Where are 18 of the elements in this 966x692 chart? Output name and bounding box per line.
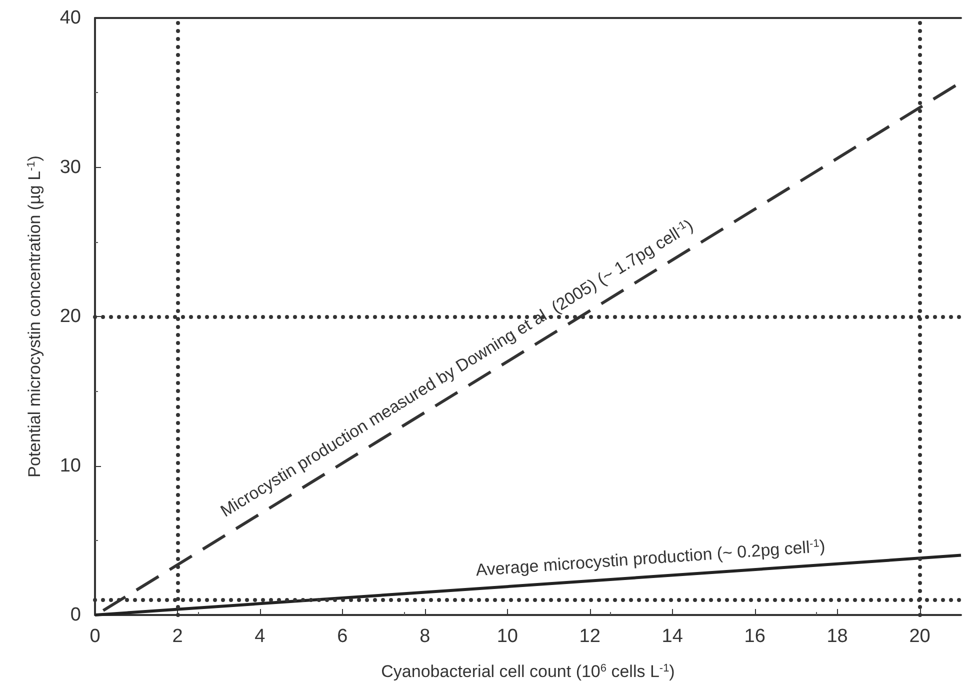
y-axis-title: Potential microcystin concentration (µg L-1) — [25, 156, 44, 478]
x-tick-label: 0 — [90, 626, 100, 647]
x-tick-label: 16 — [744, 626, 766, 647]
y-tick-label: 0 — [70, 604, 81, 626]
x-tick-label: 2 — [172, 626, 183, 647]
y-tick-label: 30 — [60, 156, 81, 178]
annotation: Average microcystin production (~ 0.2pg cell-1) — [475, 536, 826, 580]
x-tick-label: 20 — [909, 626, 930, 647]
x-tick-label: 14 — [662, 626, 684, 647]
x-tick-label: 8 — [420, 626, 430, 647]
x-tick-label: 4 — [254, 626, 266, 647]
y-tick-label: 40 — [60, 8, 81, 28]
x-tick-label: 18 — [826, 626, 848, 647]
x-tick-label: 10 — [496, 626, 518, 647]
x-tick-label: 6 — [337, 626, 348, 647]
y-tick-label: 20 — [60, 306, 81, 327]
y-tick-label: 10 — [60, 455, 81, 476]
x-tick-label: 12 — [579, 626, 600, 647]
